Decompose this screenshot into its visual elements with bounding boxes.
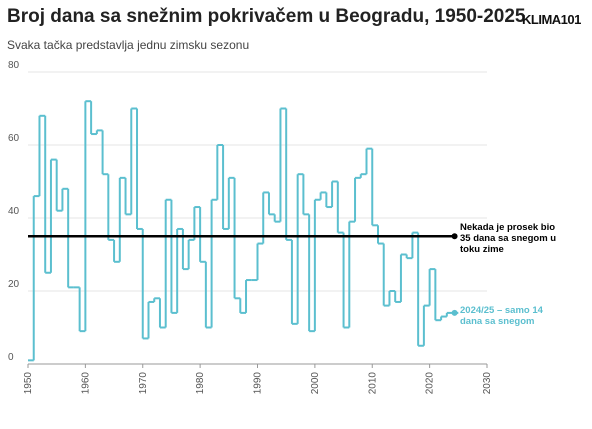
x-tick-label: 1990 [253, 372, 264, 395]
chart-subtitle: Svaka tačka predstavlja jednu zimsku sez… [7, 38, 250, 52]
x-tick-label: 1970 [138, 372, 149, 395]
reference-label: Nekada je prosek bio 35 dana sa snegom u… [460, 222, 557, 255]
x-tick-label: 1960 [80, 372, 91, 395]
x-tick-label: 1950 [23, 372, 34, 395]
x-tick-label: 1980 [195, 372, 206, 395]
x-tick-label: 2020 [425, 372, 436, 395]
y-tick-label: 40 [8, 206, 20, 217]
y-tick-label: 0 [8, 352, 14, 363]
x-tick-label: 2030 [482, 372, 493, 395]
x-tick-label: 2010 [367, 372, 378, 395]
reference-dot [451, 233, 458, 240]
logo: KLIMA101 [522, 12, 581, 27]
last-point [451, 309, 458, 316]
y-tick-label: 60 [8, 133, 20, 144]
y-tick-label: 80 [8, 60, 20, 71]
y-tick-label: 20 [8, 279, 20, 290]
x-tick-label: 2000 [310, 372, 321, 395]
chart-title: Broj dana sa snežnim pokrivačem u Beogra… [7, 6, 526, 27]
last-note: 2024/25 – samo 14 dana sa snegom [460, 305, 543, 327]
